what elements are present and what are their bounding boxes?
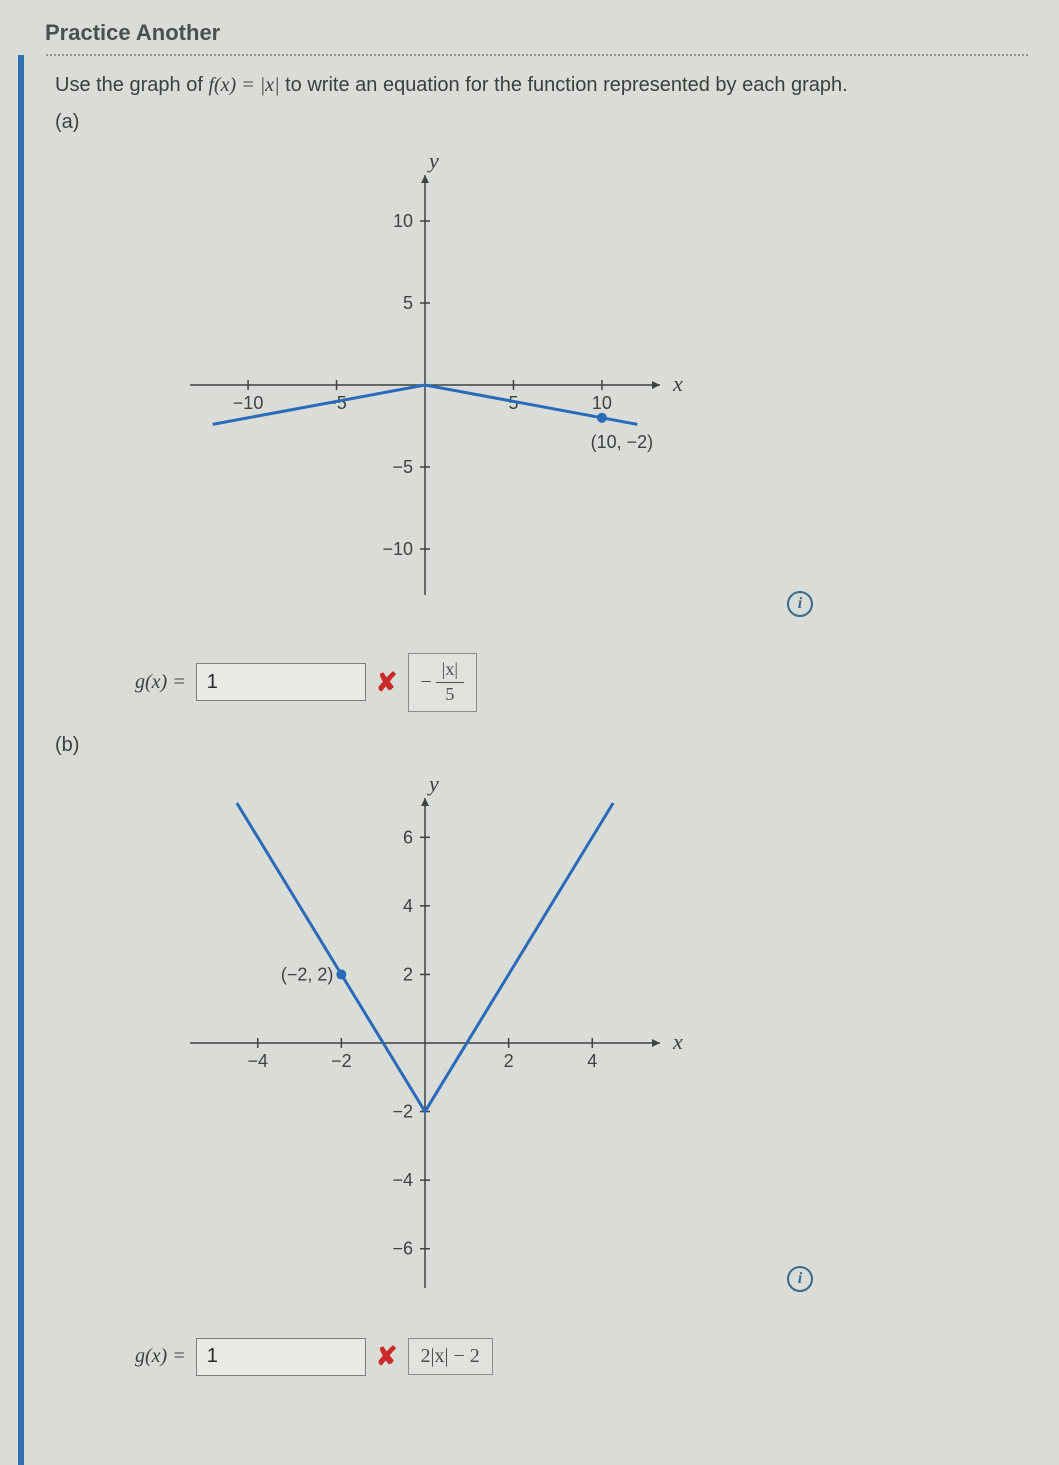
svg-text:4: 4 (587, 1051, 597, 1071)
chart-b-container: −4−224−6−4−2246xy(−2, 2) i (155, 763, 795, 1328)
fraction-den: 5 (439, 683, 460, 705)
answer-row-b: g(x) = ✘ 2|x| − 2 (135, 1338, 1029, 1376)
fraction-num: |x| (436, 660, 464, 683)
svg-text:2: 2 (504, 1051, 514, 1071)
fraction: |x| 5 (436, 660, 464, 705)
info-icon[interactable]: i (787, 1266, 813, 1292)
problem-prompt: Use the graph of f(x) = |x| to write an … (55, 74, 1029, 97)
svg-text:x: x (672, 1029, 683, 1054)
divider (45, 54, 1029, 56)
svg-text:6: 6 (403, 827, 413, 847)
answer-input-b[interactable] (196, 1338, 366, 1376)
solution-a: − |x| 5 (408, 653, 478, 712)
svg-text:(−2, 2): (−2, 2) (281, 964, 334, 984)
answer-input-a[interactable] (196, 663, 366, 701)
svg-text:y: y (427, 148, 439, 173)
svg-text:−2: −2 (331, 1051, 352, 1071)
svg-text:y: y (427, 771, 439, 796)
wrong-icon: ✘ (376, 667, 398, 698)
problem-page: Practice Another Use the graph of f(x) =… (0, 0, 1059, 1465)
svg-text:−6: −6 (392, 1238, 413, 1258)
svg-text:−10: −10 (382, 539, 413, 559)
svg-text:5: 5 (403, 293, 413, 313)
svg-text:2: 2 (403, 964, 413, 984)
svg-text:4: 4 (403, 895, 413, 915)
answer-row-a: g(x) = ✘ − |x| 5 (135, 653, 1029, 712)
svg-text:−5: −5 (392, 457, 413, 477)
neg-sign: − (421, 671, 432, 694)
prompt-fx: f(x) = |x| (208, 74, 279, 96)
gx-label-b: g(x) = (135, 1345, 186, 1368)
chart-a: −10−5510−10−5510xy(10, −2) (155, 140, 695, 630)
prompt-post: to write an equation for the function re… (280, 74, 848, 96)
info-icon[interactable]: i (787, 591, 813, 617)
practice-another-link[interactable]: Practice Another (45, 20, 1029, 46)
svg-text:−2: −2 (392, 1101, 413, 1121)
svg-text:−4: −4 (247, 1051, 268, 1071)
svg-text:x: x (672, 371, 683, 396)
svg-text:10: 10 (393, 211, 413, 231)
chart-b: −4 −2 2 4 −6 −4 −2 2 4 6 x y (−2, 2) (155, 763, 695, 1323)
svg-text:10: 10 (592, 393, 612, 413)
svg-text:−4: −4 (392, 1170, 413, 1190)
svg-text:−10: −10 (233, 393, 264, 413)
gx-label-a: g(x) = (135, 671, 186, 694)
wrong-icon: ✘ (376, 1341, 398, 1372)
part-a-label: (a) (55, 111, 1029, 134)
accent-bar (18, 55, 24, 1465)
part-b-label: (b) (55, 734, 1029, 757)
chart-a-container: −10−5510−10−5510xy(10, −2) i (155, 140, 795, 635)
prompt-pre: Use the graph of (55, 74, 208, 96)
solution-b: 2|x| − 2 (408, 1338, 493, 1375)
svg-text:(10, −2): (10, −2) (591, 432, 654, 452)
